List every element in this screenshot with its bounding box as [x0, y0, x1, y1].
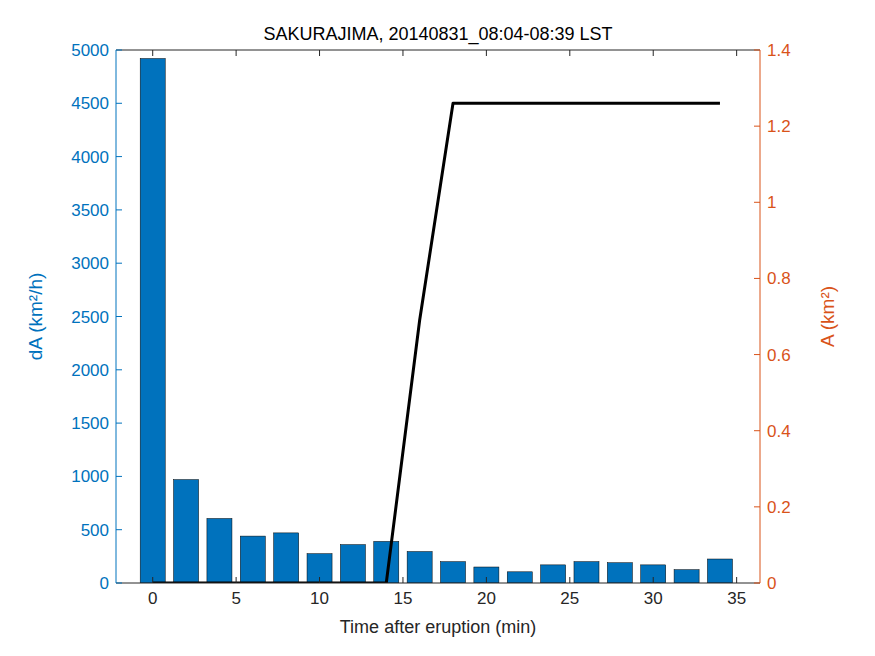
y-tick-label: 1000 [71, 467, 109, 486]
y2-axis [760, 50, 761, 583]
y2-tick-label: 0.4 [767, 422, 791, 441]
x-tick-label: 20 [477, 589, 496, 608]
title: SAKURAJIMA, 20140831_08:04-08:39 LST [263, 24, 612, 45]
x-tick-label: 5 [231, 589, 240, 608]
x-tick-top [319, 50, 320, 56]
x-tick-label: 25 [560, 589, 579, 608]
y2-tick-label: 0.2 [767, 498, 791, 517]
x-tick-top [236, 50, 237, 56]
bar [707, 559, 732, 583]
y2-tick [754, 354, 760, 355]
y2-tick-label: 0 [767, 574, 776, 593]
bar [574, 562, 599, 583]
y2-tick-label: 1.4 [767, 41, 791, 60]
bar [274, 533, 299, 583]
bar [407, 552, 432, 583]
y-tick [116, 476, 122, 477]
y-tick [116, 263, 122, 264]
x-tick-top [736, 50, 737, 56]
x-tick [569, 577, 570, 583]
x-tick [152, 577, 153, 583]
y-tick [116, 529, 122, 530]
y-tick [116, 50, 122, 51]
background [0, 0, 875, 656]
bar [674, 570, 699, 583]
y-tick-label: 1500 [71, 414, 109, 433]
x-tick-label: 35 [727, 589, 746, 608]
bar [507, 572, 532, 583]
bar [174, 480, 199, 583]
x-tick-top [569, 50, 570, 56]
bar [441, 562, 466, 583]
y-tick [116, 209, 122, 210]
y-tick [116, 103, 122, 104]
x-tick [319, 577, 320, 583]
y-tick-label: 0 [100, 574, 109, 593]
plot-area [140, 59, 732, 583]
y-tick-label: 3000 [71, 254, 109, 273]
y2-tick-label: 1.2 [767, 117, 791, 136]
x-tick [236, 577, 237, 583]
frame-top [116, 50, 760, 51]
y-tick-label: 4000 [71, 148, 109, 167]
bar [641, 565, 666, 583]
y-label: dA (km²/h) [25, 273, 46, 361]
y2-tick [754, 50, 760, 51]
y2-tick [754, 126, 760, 127]
x-tick-label: 0 [148, 589, 157, 608]
y2-tick [754, 583, 760, 584]
bar [240, 536, 265, 583]
x-tick-label: 15 [394, 589, 413, 608]
bar [607, 563, 632, 583]
y-tick [116, 423, 122, 424]
x-tick-top [402, 50, 403, 56]
y-tick [116, 369, 122, 370]
bar [140, 59, 165, 583]
y-tick-label: 2500 [71, 308, 109, 327]
bar [541, 565, 566, 583]
y-tick-label: 5000 [71, 41, 109, 60]
x-tick [486, 577, 487, 583]
y2-tick [754, 430, 760, 431]
x-tick-top [486, 50, 487, 56]
line [153, 103, 720, 583]
y-tick-label: 3500 [71, 201, 109, 220]
x-tick [736, 577, 737, 583]
y2-tick [754, 278, 760, 279]
x-tick-label: 30 [644, 589, 663, 608]
x-axis [116, 583, 760, 584]
chart: 0510152025303505001000150020002500300035… [0, 0, 875, 656]
y2-tick-label: 0.6 [767, 346, 791, 365]
bar [340, 545, 365, 583]
y2-tick-label: 0.8 [767, 269, 791, 288]
y2-tick-label: 1 [767, 193, 776, 212]
bar [207, 519, 232, 583]
y-tick-label: 500 [81, 521, 109, 540]
y-tick [116, 156, 122, 157]
y-tick-label: 2000 [71, 361, 109, 380]
y-tick [116, 583, 122, 584]
x-tick [402, 577, 403, 583]
y2-label: A (km²) [817, 286, 838, 347]
y-tick-label: 4500 [71, 94, 109, 113]
y-tick [116, 316, 122, 317]
x-tick-label: 10 [310, 589, 329, 608]
x-tick-top [152, 50, 153, 56]
bar [307, 554, 332, 583]
bar [474, 567, 499, 583]
x-tick-top [653, 50, 654, 56]
y2-tick [754, 202, 760, 203]
x-label: Time after eruption (min) [340, 617, 536, 637]
y2-tick [754, 506, 760, 507]
x-tick [653, 577, 654, 583]
